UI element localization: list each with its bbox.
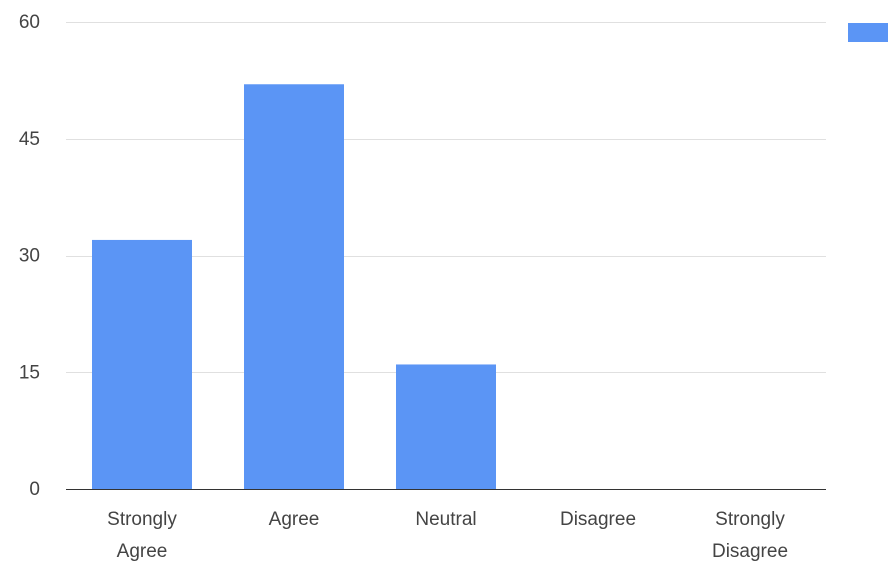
bar bbox=[244, 84, 344, 490]
x-tick-label-line: Agree bbox=[269, 509, 320, 530]
bars bbox=[92, 84, 496, 490]
x-tick-label-line: Disagree bbox=[560, 509, 636, 530]
x-tick-label-line: Strongly bbox=[715, 509, 785, 530]
legend bbox=[848, 23, 888, 42]
x-tick-label-line: Strongly bbox=[107, 509, 177, 530]
y-tick-label: 30 bbox=[19, 246, 40, 267]
legend-swatch bbox=[848, 23, 888, 42]
x-tick-label-line: Agree bbox=[117, 541, 168, 562]
y-tick-label: 60 bbox=[19, 12, 40, 33]
bar bbox=[92, 239, 192, 489]
y-axis-tick-labels: 0 15 30 45 60 bbox=[19, 12, 40, 500]
y-tick-label: 15 bbox=[19, 362, 40, 383]
x-tick-label-line: Neutral bbox=[415, 509, 476, 530]
x-tick-label: Disagree bbox=[560, 509, 636, 530]
bar bbox=[396, 364, 496, 489]
y-tick-label: 45 bbox=[19, 129, 40, 150]
x-tick-label: Strongly Disagree bbox=[712, 509, 788, 562]
x-tick-label: Agree bbox=[269, 509, 320, 530]
x-tick-label: Strongly Agree bbox=[107, 509, 177, 562]
y-tick-label: 0 bbox=[29, 479, 40, 500]
x-tick-label-line: Disagree bbox=[712, 541, 788, 562]
x-tick-label: Neutral bbox=[415, 509, 476, 530]
